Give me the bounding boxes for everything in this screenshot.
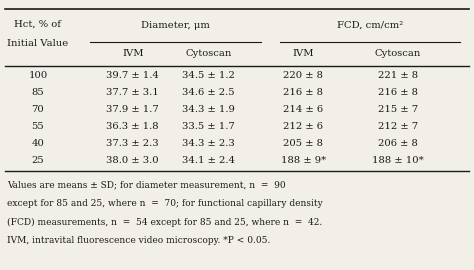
Text: 33.5 ± 1.7: 33.5 ± 1.7 [182, 122, 235, 131]
Text: 37.9 ± 1.7: 37.9 ± 1.7 [106, 105, 159, 114]
Text: 34.3 ± 1.9: 34.3 ± 1.9 [182, 105, 235, 114]
Text: 34.1 ± 2.4: 34.1 ± 2.4 [182, 156, 235, 165]
Text: 37.7 ± 3.1: 37.7 ± 3.1 [106, 88, 159, 97]
Text: 39.7 ± 1.4: 39.7 ± 1.4 [106, 71, 159, 80]
Text: 34.3 ± 2.3: 34.3 ± 2.3 [182, 139, 235, 148]
Text: 100: 100 [28, 71, 47, 80]
Text: Diameter, μm: Diameter, μm [141, 21, 210, 30]
Text: 206 ± 8: 206 ± 8 [378, 139, 418, 148]
Text: 216 ± 8: 216 ± 8 [283, 88, 323, 97]
Text: 215 ± 7: 215 ± 7 [378, 105, 418, 114]
Text: (FCD) measurements, n  =  54 except for 85 and 25, where n  =  42.: (FCD) measurements, n = 54 except for 85… [7, 218, 322, 227]
Text: IVM, intravital fluorescence video microscopy. *P < 0.05.: IVM, intravital fluorescence video micro… [7, 236, 271, 245]
Text: except for 85 and 25, where n  =  70; for functional capillary density: except for 85 and 25, where n = 70; for … [7, 199, 323, 208]
Text: 221 ± 8: 221 ± 8 [378, 71, 418, 80]
Text: 34.5 ± 1.2: 34.5 ± 1.2 [182, 71, 235, 80]
Text: 55: 55 [32, 122, 44, 131]
Text: IVM: IVM [292, 49, 314, 59]
Text: 220 ± 8: 220 ± 8 [283, 71, 323, 80]
Text: 37.3 ± 2.3: 37.3 ± 2.3 [106, 139, 159, 148]
Text: 212 ± 7: 212 ± 7 [378, 122, 418, 131]
Text: 214 ± 6: 214 ± 6 [283, 105, 323, 114]
Text: 34.6 ± 2.5: 34.6 ± 2.5 [182, 88, 235, 97]
Text: FCD, cm/cm²: FCD, cm/cm² [337, 21, 403, 30]
Text: 212 ± 6: 212 ± 6 [283, 122, 323, 131]
Text: 40: 40 [31, 139, 45, 148]
Text: IVM: IVM [122, 49, 144, 59]
Text: Cytoscan: Cytoscan [185, 49, 232, 59]
Text: Cytoscan: Cytoscan [375, 49, 421, 59]
Text: 205 ± 8: 205 ± 8 [283, 139, 323, 148]
Text: Values are means ± SD; for diameter measurement, n  =  90: Values are means ± SD; for diameter meas… [7, 181, 286, 190]
Text: 85: 85 [32, 88, 44, 97]
Text: 38.0 ± 3.0: 38.0 ± 3.0 [106, 156, 159, 165]
Text: 70: 70 [32, 105, 44, 114]
Text: 25: 25 [32, 156, 44, 165]
Text: 216 ± 8: 216 ± 8 [378, 88, 418, 97]
Text: 188 ± 10*: 188 ± 10* [372, 156, 424, 165]
Text: Initial Value: Initial Value [7, 39, 69, 48]
Text: 188 ± 9*: 188 ± 9* [281, 156, 326, 165]
Text: Hct, % of: Hct, % of [14, 20, 62, 29]
Text: 36.3 ± 1.8: 36.3 ± 1.8 [106, 122, 159, 131]
